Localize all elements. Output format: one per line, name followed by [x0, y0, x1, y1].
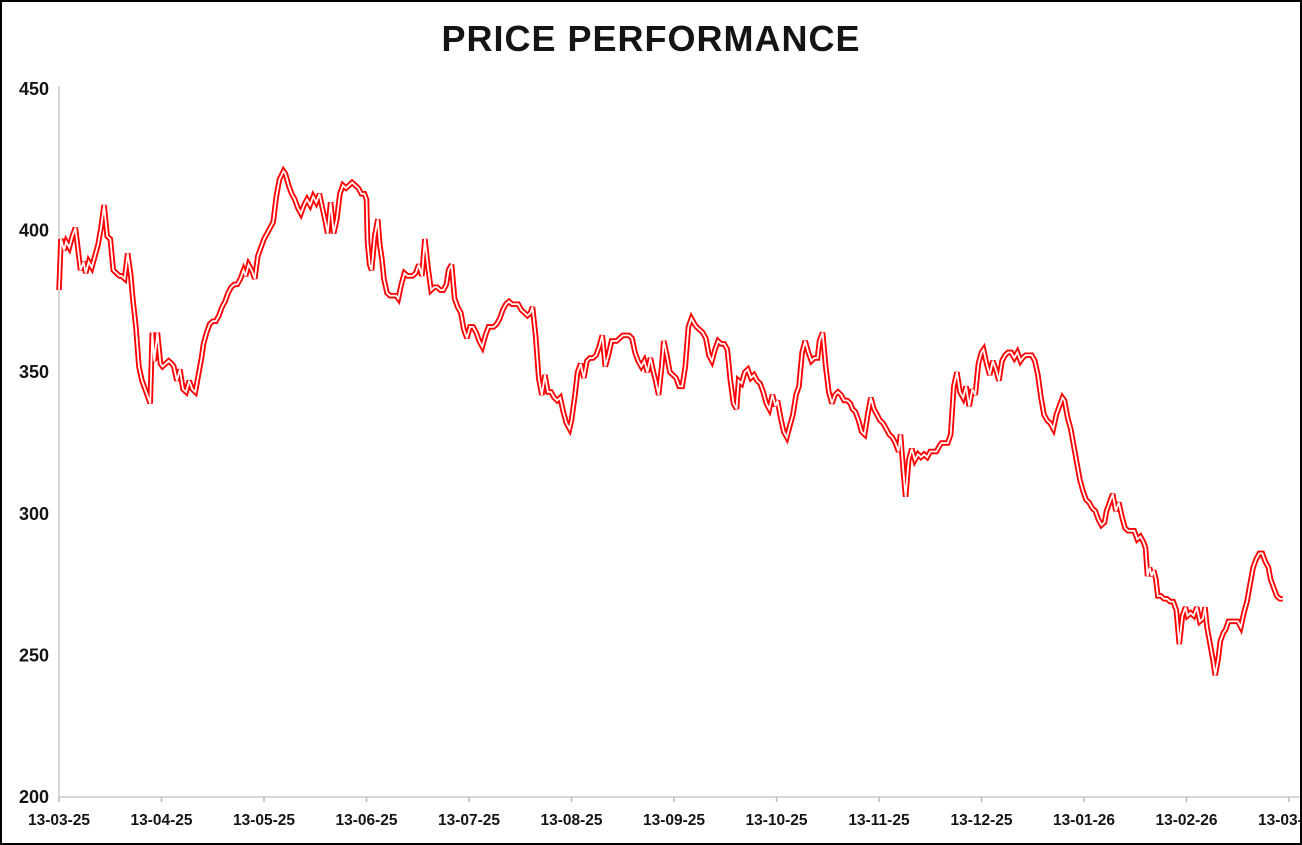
x-axis-label: 13-09-25 — [643, 812, 705, 829]
y-axis-label: 300 — [19, 504, 49, 524]
price-series-outline — [56, 165, 1283, 676]
y-axis-label: 350 — [19, 362, 49, 382]
y-axis-label: 200 — [19, 787, 49, 807]
x-axis-label: 13-12-25 — [950, 812, 1012, 829]
y-axis-label: 400 — [19, 221, 49, 241]
x-axis-label: 13-03-25 — [28, 812, 90, 829]
x-axis-label: 13-08-25 — [540, 812, 602, 829]
x-axis-label: 13-02-26 — [1155, 812, 1217, 829]
x-axis-label: 13-01-26 — [1053, 812, 1115, 829]
chart-title: PRICE PERFORMANCE — [441, 18, 861, 59]
x-axis-label: 13-06-25 — [335, 812, 397, 829]
x-axis-label: 13-11-25 — [848, 812, 910, 829]
x-axis-label: 13-05-25 — [233, 812, 295, 829]
price-series-core — [58, 169, 1283, 676]
x-axis-label: 13-10-25 — [745, 812, 807, 829]
x-axis-label: 13-03-26 — [1258, 812, 1302, 829]
x-axis-label: 13-07-25 — [438, 812, 500, 829]
y-axis-label: 450 — [19, 79, 49, 99]
x-axis-label: 13-04-25 — [130, 812, 192, 829]
y-axis-label: 250 — [19, 645, 49, 665]
